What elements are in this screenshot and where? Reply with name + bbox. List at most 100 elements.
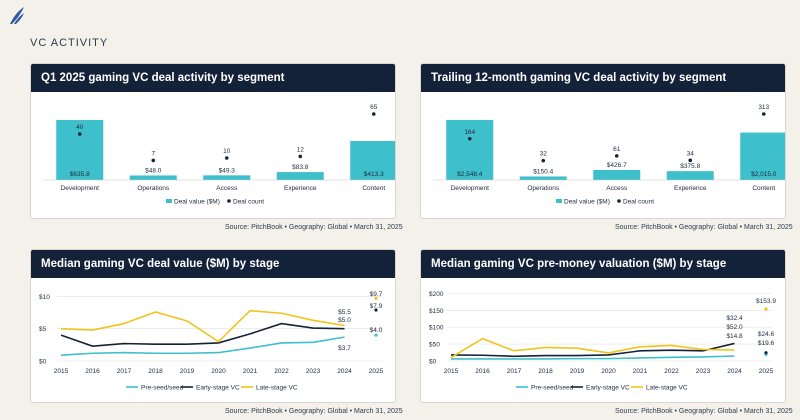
x-tick-label: 2025 [759, 368, 774, 375]
deal-value-bar [740, 132, 785, 180]
legend-swatch-deal-value [556, 199, 562, 203]
deal-count-marker [371, 112, 376, 116]
deal-count-label: 313 [758, 104, 769, 111]
deal-value-bar [519, 176, 567, 180]
deal-count-label: 40 [76, 124, 84, 131]
x-tick-label: 2024 [727, 368, 742, 375]
end-value-label: $32.4 [726, 315, 743, 322]
category-label: Operations [527, 185, 560, 192]
series-point-2025 [374, 296, 378, 300]
legend-label: Deal value ($M) [564, 199, 610, 206]
end-value-label: $19.6 [758, 340, 775, 347]
y-tick-label: $10 [39, 294, 50, 301]
category-label: Operations [137, 185, 170, 192]
series-line [60, 322, 345, 347]
legend-label: Early-stage VC [196, 385, 240, 392]
x-tick-label: 2022 [274, 368, 289, 375]
legend-marker-deal-count [617, 199, 621, 203]
series-point-2025 [374, 308, 378, 312]
deal-value-bar [276, 172, 324, 180]
y-tick-label: $5 [39, 326, 47, 333]
end-value-label: $52.0 [726, 324, 743, 331]
deal-count-marker [151, 158, 156, 163]
y-tick-label: $150 [429, 308, 444, 315]
deal-value-label: $426.7 [607, 162, 627, 169]
x-tick-label: 2016 [475, 368, 490, 375]
category-label: Development [61, 185, 99, 192]
legend-swatch-deal-value [166, 199, 172, 203]
category-label: Content [362, 185, 385, 192]
panel-title: Trailing 12-month gaming VC deal activit… [421, 64, 785, 92]
category-label: Access [606, 185, 628, 192]
panel-title: Q1 2025 gaming VC deal activity by segme… [31, 64, 395, 92]
source-note: Source: PitchBook • Geography: Global • … [225, 408, 403, 415]
legend-label: Early-stage VC [586, 385, 630, 392]
deal-value-bar [203, 175, 251, 180]
panel-median-valuation: Median gaming VC pre-money valuation ($M… [420, 249, 786, 403]
x-tick-label: 2016 [85, 368, 100, 375]
deal-count-marker [688, 158, 693, 163]
deal-value-label: $150.4 [533, 168, 553, 175]
series-line [450, 342, 735, 358]
source-note: Source: PitchBook • Geography: Global • … [225, 224, 403, 231]
end-value-label: $5.0 [338, 317, 351, 324]
deal-value-bar [446, 120, 494, 180]
x-tick-label: 2019 [180, 368, 195, 375]
deal-value-bar [129, 175, 177, 180]
panel-ttm-deal-activity: Trailing 12-month gaming VC deal activit… [420, 63, 786, 219]
end-value-label: $7.9 [370, 303, 383, 310]
x-tick-label: 2018 [148, 368, 163, 375]
x-tick-label: 2024 [337, 368, 352, 375]
y-tick-label: $0 [429, 359, 437, 366]
deal-value-label: $375.8 [680, 163, 700, 170]
x-tick-label: 2023 [696, 368, 711, 375]
category-label: Development [451, 185, 489, 192]
end-value-label: $4.0 [370, 327, 383, 334]
deal-count-marker [77, 132, 82, 136]
source-note: Source: PitchBook • Geography: Global • … [615, 224, 793, 231]
x-tick-label: 2020 [601, 368, 616, 375]
panel-q1-deal-activity: Q1 2025 gaming VC deal activity by segme… [30, 63, 396, 219]
x-tick-label: 2017 [507, 368, 522, 375]
deal-count-label: 34 [687, 150, 695, 157]
legend-label: Deal count [233, 199, 264, 206]
legend-label: Deal count [623, 199, 654, 206]
pitchbook-logo-icon [10, 7, 24, 24]
chart-ttm-deal-activity: $2,548.4 164 Development $150.4 32 Operations… [433, 104, 785, 206]
category-label: Experience [674, 185, 707, 192]
panel-title: Median gaming VC pre-money valuation ($M… [421, 250, 785, 278]
deal-count-label: 32 [540, 151, 548, 158]
series-line [451, 355, 735, 360]
y-tick-label: $0 [39, 359, 47, 366]
deal-value-bar [666, 171, 714, 180]
x-tick-label: 2021 [633, 368, 648, 375]
end-value-label: $153.9 [756, 298, 776, 305]
x-tick-label: 2017 [117, 368, 132, 375]
y-tick-label: $50 [429, 342, 440, 349]
deal-value-label: $48.0 [145, 167, 162, 174]
end-value-label: $24.6 [758, 331, 775, 338]
deal-count-label: 65 [370, 104, 378, 111]
x-tick-label: 2022 [664, 368, 679, 375]
deal-count-marker [224, 156, 229, 160]
deal-value-bar [350, 140, 395, 180]
x-tick-label: 2023 [306, 368, 321, 375]
chart-q1-deal-activity: $635.8 40 Development $48.0 7 Operations $49.3… [43, 104, 395, 206]
deal-value-bar [593, 169, 641, 180]
deal-count-marker [298, 154, 303, 159]
panel-title: Median gaming VC deal value ($M) by stag… [31, 250, 395, 278]
deal-count-marker [467, 136, 472, 141]
end-value-label: $14.8 [726, 333, 743, 340]
legend-marker-deal-count [227, 199, 231, 203]
x-tick-label: 2015 [54, 368, 69, 375]
deal-value-label: $635.8 [70, 171, 90, 178]
legend-label: Late-stage VC [646, 385, 688, 392]
deal-count-label: 7 [151, 150, 155, 157]
deal-count-label: 10 [223, 148, 231, 155]
deal-count-label: 12 [297, 146, 305, 153]
deal-count-label: 164 [464, 129, 475, 136]
legend-label: Pre-seed/seed [141, 385, 184, 392]
x-tick-label: 2019 [570, 368, 585, 375]
legend-label: Late-stage VC [256, 385, 298, 392]
series-line [60, 309, 345, 343]
